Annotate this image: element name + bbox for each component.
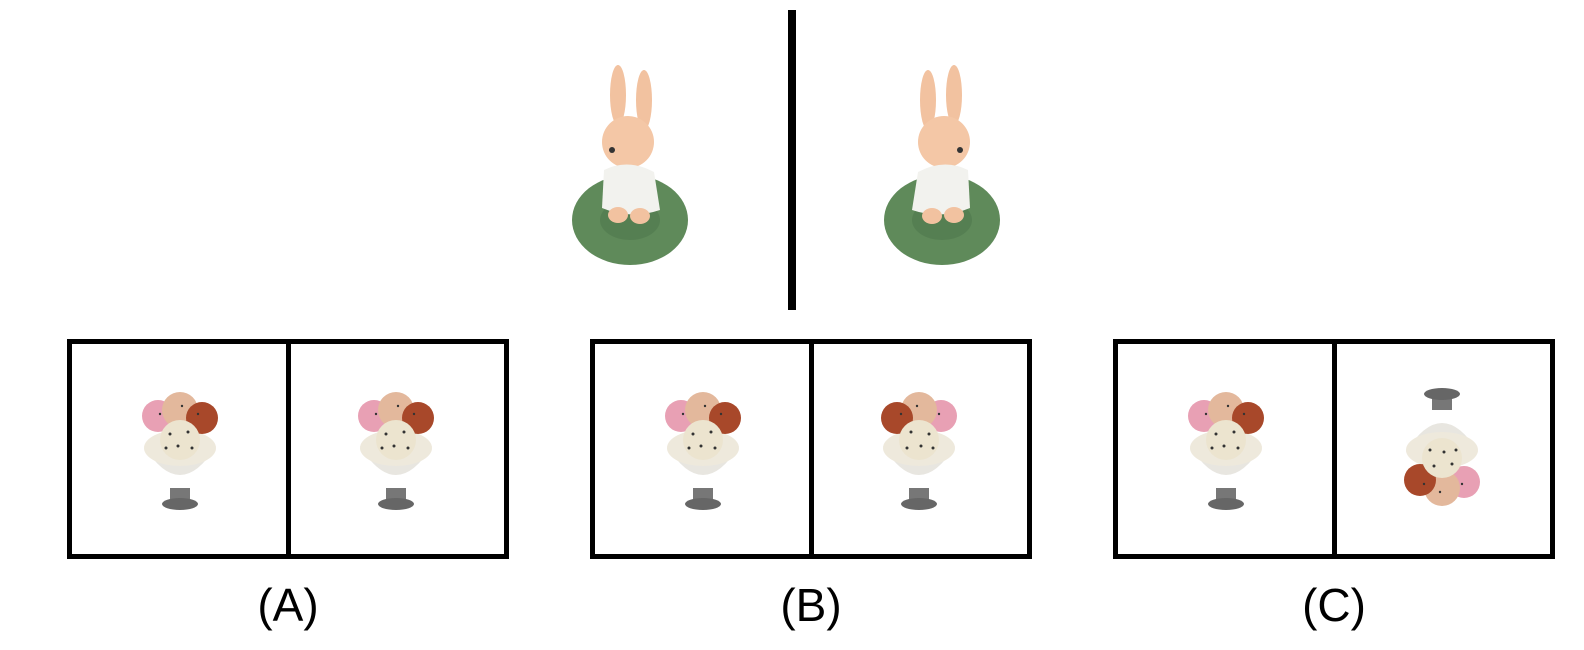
bunny-mirrored-icon [874,60,1004,275]
option-a-label: (A) [188,578,388,632]
option-a-left-image [72,344,288,554]
option-a-panel[interactable] [67,339,509,559]
bunny-icon [568,60,698,275]
option-c-panel[interactable] [1113,339,1555,559]
ice-cream-cup-icon [653,384,753,514]
reference-image-left [568,60,698,275]
reference-image-right [874,60,1004,275]
option-a-right-image [288,344,504,554]
option-c-right-image [1334,344,1550,554]
reference-divider [788,10,796,310]
ice-cream-cup-rotated-icon [1392,384,1492,514]
ice-cream-cup-icon [1176,384,1276,514]
option-c-label: (C) [1234,578,1434,632]
ice-cream-cup-mirrored-icon [869,384,969,514]
option-b-left-image [595,344,811,554]
option-c-left-image [1118,344,1334,554]
option-b-panel[interactable] [590,339,1032,559]
option-b-label: (B) [711,578,911,632]
ice-cream-cup-icon [346,384,446,514]
option-b-right-image [811,344,1027,554]
ice-cream-cup-icon [130,384,230,514]
